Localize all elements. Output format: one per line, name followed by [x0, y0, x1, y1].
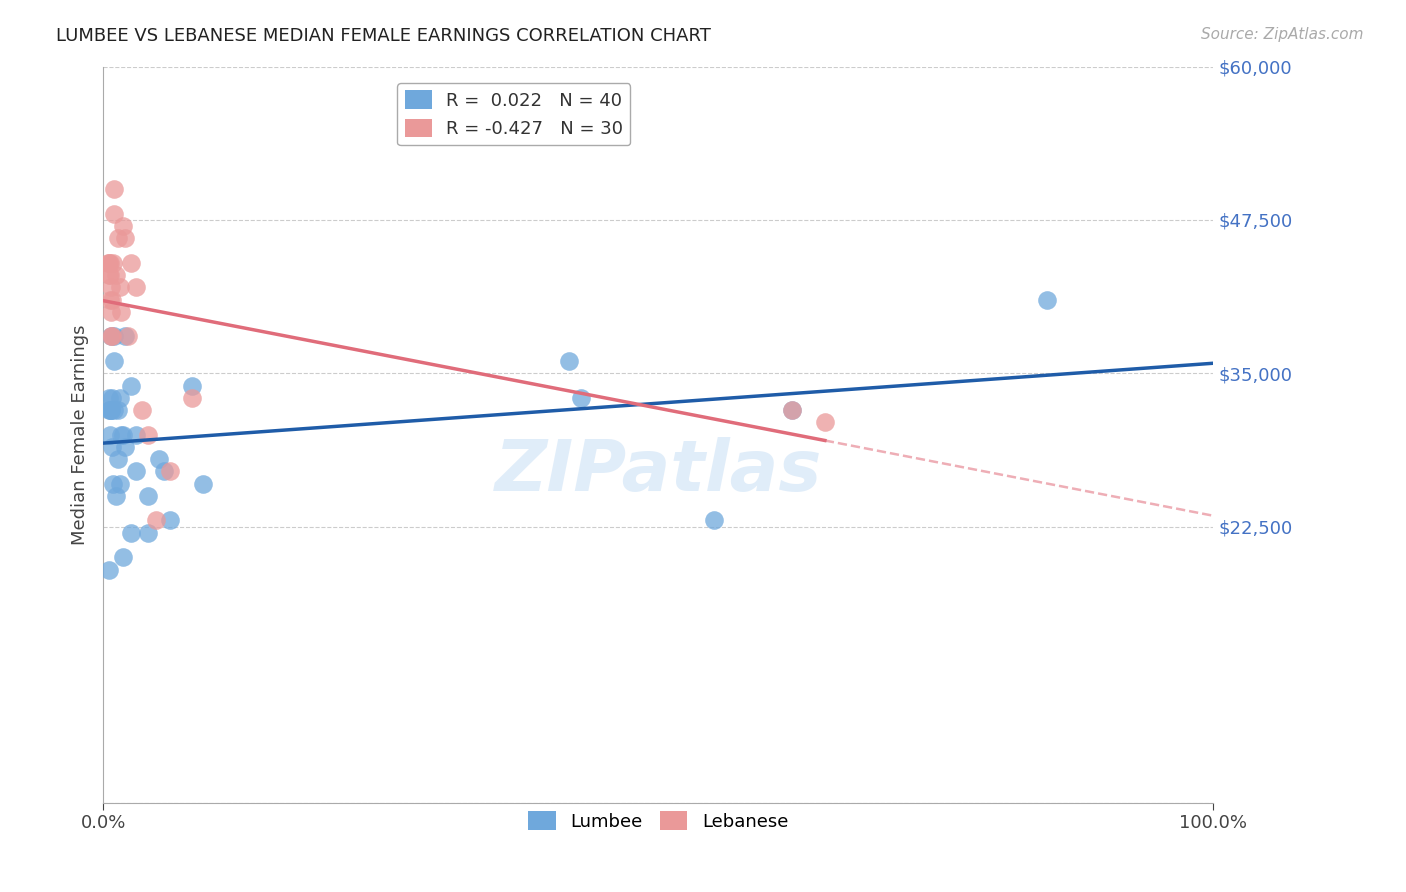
Point	[97, 256, 120, 270]
Point	[98, 256, 121, 270]
Point	[136, 489, 159, 503]
Point	[103, 329, 125, 343]
Point	[114, 231, 136, 245]
Y-axis label: Median Female Earnings: Median Female Earnings	[72, 325, 89, 545]
Point	[125, 427, 148, 442]
Point	[181, 391, 204, 405]
Point	[101, 476, 124, 491]
Point	[136, 525, 159, 540]
Point	[107, 403, 129, 417]
Point	[97, 256, 120, 270]
Point	[97, 562, 120, 576]
Point	[153, 464, 176, 478]
Point	[110, 305, 132, 319]
Point	[97, 391, 120, 405]
Point	[103, 207, 125, 221]
Text: LUMBEE VS LEBANESE MEDIAN FEMALE EARNINGS CORRELATION CHART: LUMBEE VS LEBANESE MEDIAN FEMALE EARNING…	[56, 27, 711, 45]
Point	[105, 489, 128, 503]
Point	[103, 182, 125, 196]
Point	[136, 427, 159, 442]
Point	[103, 403, 125, 417]
Point	[191, 476, 214, 491]
Point	[117, 329, 139, 343]
Point	[100, 329, 122, 343]
Point	[97, 403, 120, 417]
Point	[101, 391, 124, 405]
Legend: R =  0.022   N = 40, R = -0.427   N = 30: R = 0.022 N = 40, R = -0.427 N = 30	[398, 83, 630, 145]
Point	[100, 280, 122, 294]
Point	[703, 513, 725, 527]
Text: Source: ZipAtlas.com: Source: ZipAtlas.com	[1201, 27, 1364, 42]
Point	[100, 403, 122, 417]
Point	[120, 525, 142, 540]
Point	[112, 219, 135, 233]
Point	[780, 403, 803, 417]
Point	[159, 513, 181, 527]
Point	[114, 440, 136, 454]
Point	[101, 440, 124, 454]
Point	[112, 427, 135, 442]
Point	[100, 305, 122, 319]
Point	[108, 476, 131, 491]
Text: ZIPatlas: ZIPatlas	[495, 437, 823, 506]
Point	[1036, 293, 1059, 307]
Point	[148, 452, 170, 467]
Point	[98, 427, 121, 442]
Point	[181, 378, 204, 392]
Point	[558, 354, 581, 368]
Point	[114, 329, 136, 343]
Point	[98, 293, 121, 307]
Point	[112, 550, 135, 565]
Point	[569, 391, 592, 405]
Point	[108, 280, 131, 294]
Point	[97, 268, 120, 282]
Point	[110, 427, 132, 442]
Point	[101, 256, 124, 270]
Point	[100, 403, 122, 417]
Point	[780, 403, 803, 417]
Point	[120, 256, 142, 270]
Point	[98, 268, 121, 282]
Point	[131, 403, 153, 417]
Point	[101, 329, 124, 343]
Point	[125, 464, 148, 478]
Point	[105, 268, 128, 282]
Point	[101, 293, 124, 307]
Point	[103, 354, 125, 368]
Point	[107, 452, 129, 467]
Point	[145, 513, 167, 527]
Point	[159, 464, 181, 478]
Point	[125, 280, 148, 294]
Point	[120, 378, 142, 392]
Point	[108, 391, 131, 405]
Point	[100, 329, 122, 343]
Point	[107, 231, 129, 245]
Point	[814, 415, 837, 429]
Point	[98, 403, 121, 417]
